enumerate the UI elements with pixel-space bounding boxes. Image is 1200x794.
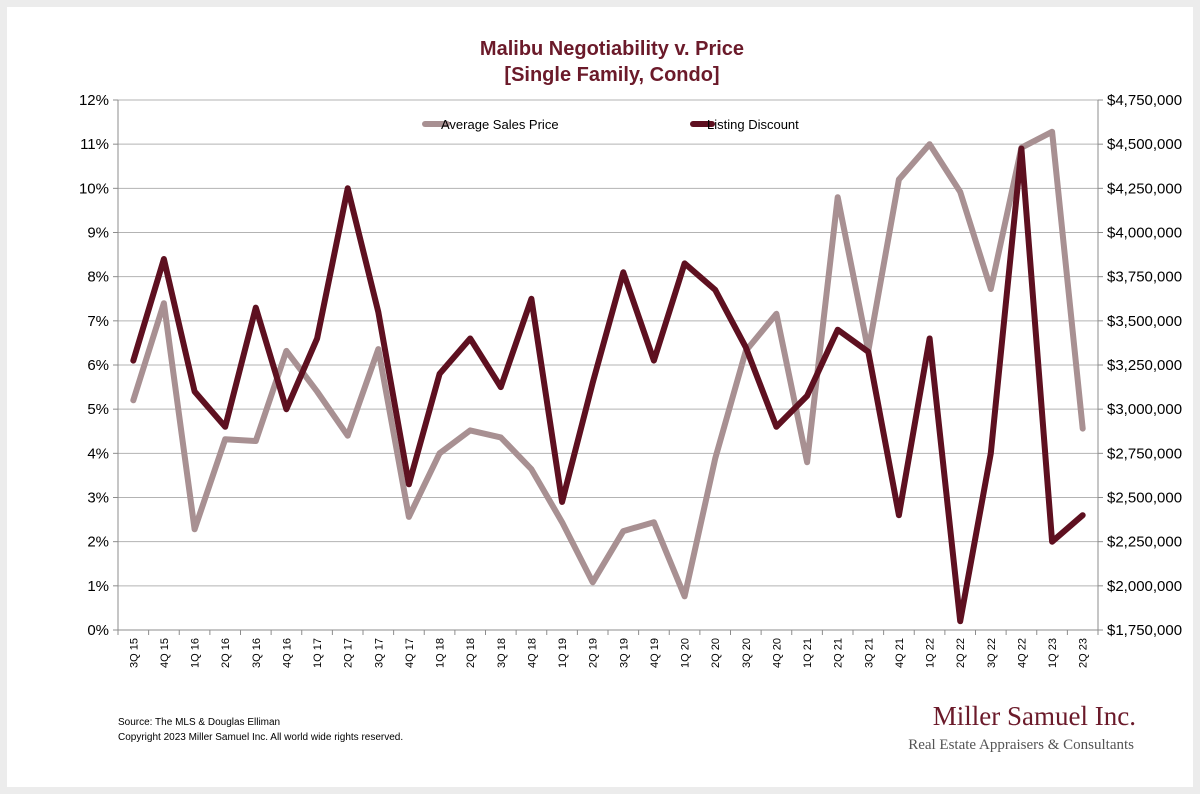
x-tick-label: 2Q 19: [588, 638, 600, 668]
x-tick-label: 3Q 17: [373, 638, 385, 668]
x-tick-label: 4Q 19: [649, 638, 661, 668]
chart-canvas: Malibu Negotiability v. Price [Single Fa…: [79, 38, 1182, 753]
x-tick-label: 1Q 19: [557, 638, 569, 668]
y-right-tick-label: $3,000,000: [1107, 401, 1182, 418]
copyright-note: Copyright 2023 Miller Samuel Inc. All wo…: [118, 732, 403, 743]
y-left-tick-label: 7%: [87, 313, 109, 330]
y-right-tick-label: $4,750,000: [1107, 92, 1182, 109]
x-tick-label: 1Q 20: [680, 638, 692, 668]
x-tick-label: 1Q 23: [1047, 638, 1059, 668]
chart-frame: Malibu Negotiability v. Price [Single Fa…: [7, 7, 1193, 787]
x-tick-label: 4Q 18: [526, 638, 538, 668]
y-left-tick-label: 11%: [80, 136, 109, 153]
x-tick-label: 2Q 17: [343, 638, 355, 668]
x-tick-label: 2Q 18: [465, 638, 477, 668]
x-tick-label: 1Q 22: [925, 638, 937, 668]
logo-name: Miller Samuel Inc.: [933, 701, 1136, 731]
x-tick-label: 3Q 18: [496, 638, 508, 668]
y-axis-left-ticks: 0% 1% 2% 3% 4% 5% 6% 7% 8% 9% 10% 11% 12%: [79, 92, 109, 639]
y-left-tick-label: 9%: [87, 225, 109, 242]
series-lines: [130, 128, 1086, 625]
y-left-tick-label: 1%: [87, 578, 109, 595]
x-tick-label: 4Q 20: [771, 638, 783, 668]
x-tick-label: 2Q 22: [955, 638, 967, 668]
y-right-tick-label: $2,000,000: [1107, 578, 1182, 595]
x-tick-label: 4Q 16: [281, 638, 293, 668]
source-note: Source: The MLS & Douglas Elliman: [118, 717, 280, 728]
y-left-tick-label: 0%: [87, 622, 109, 639]
x-tick-label: 4Q 22: [1016, 638, 1028, 668]
y-left-tick-label: 3%: [87, 490, 109, 507]
chart-title: Malibu Negotiability v. Price: [480, 38, 744, 60]
x-tick-label: 3Q 16: [251, 638, 263, 668]
y-left-tick-label: 6%: [87, 357, 109, 374]
y-right-tick-label: $4,000,000: [1107, 225, 1182, 242]
x-tick-label: 1Q 16: [190, 638, 202, 668]
y-left-tick-label: 2%: [87, 534, 109, 551]
x-tick-label: 3Q 20: [741, 638, 753, 668]
y-right-tick-label: $2,500,000: [1107, 490, 1182, 507]
y-right-tick-label: $3,250,000: [1107, 357, 1182, 374]
x-tick-label: 2Q 21: [833, 638, 845, 668]
y-left-tick-label: 4%: [87, 445, 109, 462]
axes: [113, 99, 1103, 635]
y-left-tick-label: 8%: [87, 269, 109, 286]
y-left-tick-label: 10%: [79, 180, 109, 197]
x-tick-label: 2Q 23: [1078, 638, 1090, 668]
y-right-tick-label: $4,250,000: [1107, 180, 1182, 197]
x-tick-label: 4Q 17: [404, 638, 416, 668]
y-axis-right-ticks: $1,750,000 $2,000,000 $2,250,000 $2,500,000…: [1107, 92, 1182, 639]
y-right-tick-label: $4,500,000: [1107, 136, 1182, 153]
x-tick-label: 1Q 18: [435, 638, 447, 668]
x-tick-label: 2Q 20: [710, 638, 722, 668]
y-right-tick-label: $3,750,000: [1107, 269, 1182, 286]
x-tick-label: 4Q 15: [159, 638, 171, 668]
y-right-tick-label: $3,500,000: [1107, 313, 1182, 330]
x-axis-ticks: 3Q 15 4Q 15 1Q 16 2Q 16 3Q 16 4Q 16 1Q 17 2Q 17…: [128, 638, 1089, 668]
legend: Average Sales Price Listing Discount: [422, 117, 799, 132]
grid-lines: [118, 99, 1098, 631]
x-tick-label: 3Q 21: [863, 638, 875, 668]
company-logo: Miller Samuel Inc. Real Estate Appraiser…: [908, 701, 1136, 753]
x-tick-label: 3Q 15: [128, 638, 140, 668]
x-tick-label: 3Q 19: [618, 638, 630, 668]
legend-label-listing-discount: Listing Discount: [707, 117, 799, 132]
y-right-tick-label: $2,750,000: [1107, 445, 1182, 462]
x-tick-label: 3Q 22: [986, 638, 998, 668]
y-left-tick-label: 12%: [79, 92, 109, 109]
series-line-average-sales-price: [130, 128, 1086, 600]
legend-label-average-sales-price: Average Sales Price: [441, 117, 559, 132]
series-line-listing-discount: [130, 145, 1086, 625]
x-tick-label: 1Q 17: [312, 638, 324, 668]
y-right-tick-label: $1,750,000: [1107, 622, 1182, 639]
y-left-tick-label: 5%: [87, 401, 109, 418]
x-tick-label: 1Q 21: [802, 638, 814, 668]
x-tick-label: 4Q 21: [894, 638, 906, 668]
y-right-tick-label: $2,250,000: [1107, 534, 1182, 551]
x-tick-label: 2Q 16: [220, 638, 232, 668]
chart-subtitle: [Single Family, Condo]: [504, 64, 719, 86]
logo-tagline: Real Estate Appraisers & Consultants: [908, 737, 1134, 753]
